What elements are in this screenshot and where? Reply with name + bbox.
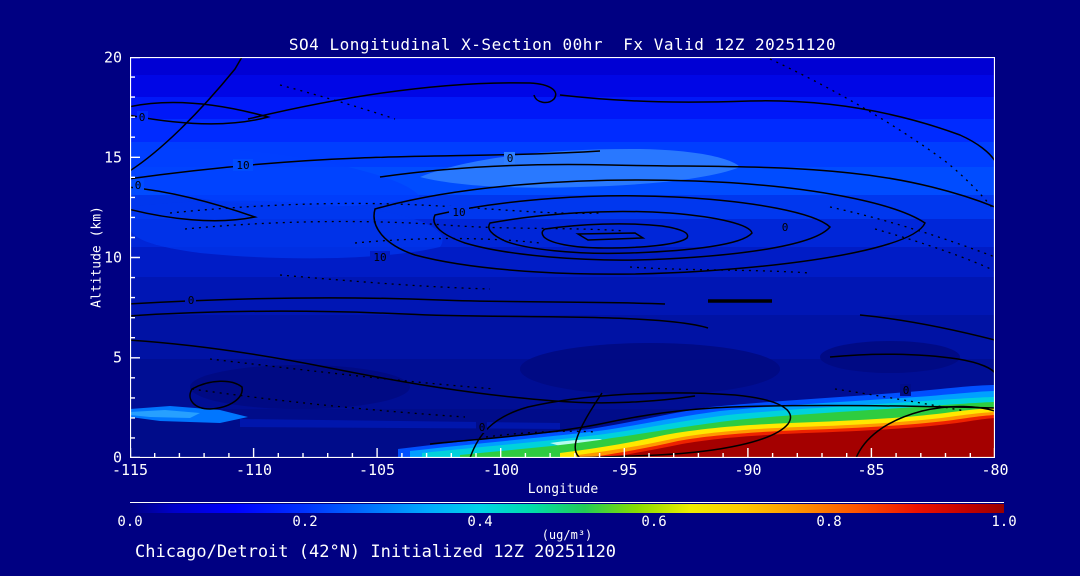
y-tick-label: 0 bbox=[112, 448, 122, 467]
x-tick-label: -115 bbox=[111, 461, 149, 479]
chart-caption: Chicago/Detroit (42°N) Initialized 12Z 2… bbox=[135, 542, 617, 562]
x-tick-label: -95 bbox=[610, 461, 638, 479]
contour-label: 0 bbox=[139, 111, 146, 124]
colorbar-tick-label: 1.0 bbox=[991, 514, 1017, 530]
colorbar-units-label: (ug/m³) bbox=[541, 528, 593, 542]
y-tick-label: 5 bbox=[112, 348, 122, 367]
y-minor-ticks bbox=[130, 76, 135, 439]
colorbar-tick-label: 0.0 bbox=[117, 514, 143, 530]
contour-label: 0 bbox=[188, 294, 195, 307]
y-tick-label: 10 bbox=[103, 248, 122, 267]
cross-section-plot: 0 0 10 0 10 10 0 0 0 0 bbox=[130, 57, 995, 458]
y-axis-label: Altitude (km) bbox=[89, 206, 105, 308]
contour-label: 10 bbox=[236, 159, 249, 172]
y-tick-label: 20 bbox=[103, 48, 122, 67]
x-tick-label: -80 bbox=[981, 461, 1009, 479]
contour-label: 0 bbox=[782, 221, 789, 234]
x-tick-label: -105 bbox=[358, 461, 396, 479]
x-axis-label: Longitude bbox=[527, 482, 599, 497]
so4-light-patches bbox=[130, 148, 960, 409]
contour-label: 0 bbox=[479, 421, 486, 434]
x-minor-ticks bbox=[154, 453, 971, 458]
x-tick-label: -85 bbox=[857, 461, 885, 479]
plot-frame bbox=[130, 57, 995, 458]
colorbar-gradient bbox=[130, 504, 1004, 513]
colorbar-border bbox=[130, 502, 1004, 503]
colorbar-tick-label: 0.8 bbox=[816, 514, 842, 530]
contour-value-labels: 0 0 10 0 10 10 0 0 0 0 bbox=[133, 111, 911, 434]
contour-label: 10 bbox=[452, 206, 465, 219]
overlay-dotted-contours bbox=[169, 58, 995, 438]
contour-label: 10 bbox=[373, 251, 386, 264]
x-tick-label: -110 bbox=[235, 461, 273, 479]
contour-label: 0 bbox=[135, 179, 142, 192]
colorbar-tick-label: 0.2 bbox=[292, 514, 318, 530]
x-tick-label: -100 bbox=[482, 461, 520, 479]
chart-title: SO4 Longitudinal X-Section 00hr Fx Valid… bbox=[288, 35, 837, 54]
colorbar-tick-label: 0.4 bbox=[467, 514, 493, 530]
x-tick-label: -90 bbox=[734, 461, 762, 479]
contour-label: 0 bbox=[507, 152, 514, 165]
y-tick-label: 15 bbox=[103, 148, 122, 167]
overlay-contour-lines bbox=[130, 57, 995, 458]
contour-label: 0 bbox=[903, 384, 910, 397]
colorbar-tick-label: 0.6 bbox=[641, 514, 667, 530]
